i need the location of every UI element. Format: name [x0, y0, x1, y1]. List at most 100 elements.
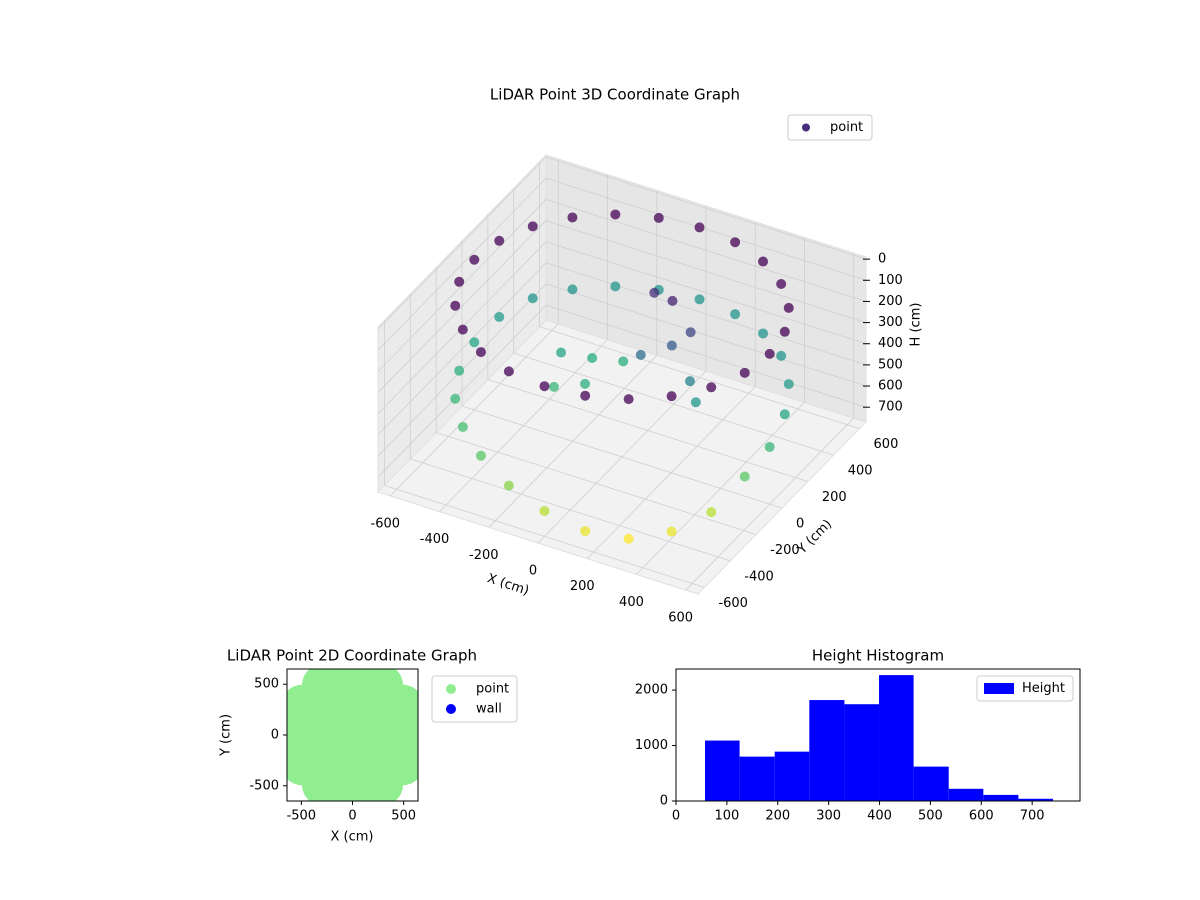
point [764, 348, 775, 359]
legend-marker [446, 704, 456, 714]
point [685, 376, 695, 387]
point [666, 526, 677, 537]
point [739, 471, 750, 482]
legend-marker [446, 684, 456, 694]
point [610, 281, 621, 292]
point [623, 394, 634, 405]
y-tick-label: -400 [744, 569, 774, 584]
bar [913, 766, 949, 801]
y-tick-label: 0 [271, 728, 279, 743]
point [539, 381, 550, 392]
grid-line [545, 304, 867, 408]
point [730, 237, 741, 248]
bar [983, 794, 1019, 801]
point [494, 311, 505, 322]
y-tick-label: 1000 [635, 738, 668, 753]
grid-line [377, 156, 547, 330]
grid-line [545, 241, 867, 345]
point [783, 302, 794, 313]
point [694, 294, 705, 305]
point [539, 506, 550, 516]
point [667, 295, 678, 306]
x-tick-label: 700 [1020, 809, 1045, 824]
grid-line [545, 177, 867, 281]
y-tick-label: -500 [249, 778, 279, 793]
y-tick-label: 600 [874, 437, 899, 452]
point [494, 235, 505, 246]
point [503, 366, 514, 377]
grid-line [545, 220, 867, 323]
grid-line [384, 485, 705, 588]
x-tick-label: -600 [371, 516, 401, 531]
point [469, 254, 480, 265]
point [666, 340, 677, 351]
point [635, 349, 646, 360]
point [706, 382, 717, 393]
point [503, 480, 514, 491]
chart-title: LiDAR Point 2D Coordinate Graph [227, 647, 477, 665]
point [776, 278, 787, 289]
point [649, 287, 660, 298]
x-tick-label: -200 [469, 548, 499, 563]
grid-line [487, 379, 808, 482]
point [764, 441, 775, 452]
x-tick-label: -400 [420, 532, 450, 547]
point [587, 353, 598, 363]
bar [705, 740, 740, 801]
point [666, 391, 677, 402]
grid-line [377, 262, 547, 436]
grid-line [377, 304, 547, 478]
legend-marker [802, 123, 810, 132]
y-tick-label: 0 [796, 517, 804, 532]
z-tick-label: 300 [878, 315, 903, 330]
x-tick-label: 200 [765, 809, 790, 824]
x-tick-label: 600 [969, 809, 994, 824]
y-tick-label: 2000 [635, 683, 668, 698]
point [549, 381, 559, 392]
point [580, 378, 591, 389]
legend-label: Height [1022, 681, 1065, 696]
legend-label: point [830, 120, 863, 135]
point [475, 347, 486, 358]
grid-line [436, 432, 757, 535]
point [567, 284, 578, 295]
z-tick-label: 200 [878, 294, 903, 309]
x-tick-label: 600 [668, 611, 693, 626]
bar [879, 675, 914, 801]
grid-line [545, 156, 867, 260]
point [739, 367, 750, 378]
grid-line [377, 177, 547, 351]
grid-line [545, 283, 867, 387]
legend-box [976, 675, 1074, 702]
point [618, 356, 629, 367]
grid-line [377, 220, 547, 393]
x-tick-label: 400 [867, 809, 892, 824]
grid-line [461, 405, 783, 509]
bar [948, 788, 984, 801]
bar [844, 704, 880, 801]
z-tick-label: 500 [878, 357, 903, 372]
chart-title: LiDAR Point 3D Coordinate Graph [490, 86, 740, 104]
axes-frame [675, 668, 1081, 802]
point [469, 337, 480, 348]
x-tick-label: 100 [714, 809, 739, 824]
point [730, 309, 741, 320]
y-tick-label: 500 [254, 677, 279, 692]
x-tick-label: 200 [570, 579, 595, 594]
bar [774, 751, 810, 801]
point [653, 212, 664, 223]
grid-line [410, 458, 731, 562]
y-tick-label: -600 [718, 596, 748, 611]
y-tick-label: 400 [848, 464, 873, 479]
point [690, 397, 701, 408]
grid-line [539, 326, 860, 429]
point [580, 390, 591, 401]
point [779, 326, 790, 337]
point [685, 327, 696, 338]
x-axis-label: X (cm) [331, 830, 374, 845]
point [450, 300, 461, 311]
legend-box [787, 114, 873, 141]
z-tick-label: 400 [878, 336, 903, 351]
y-tick-label: 0 [660, 794, 668, 809]
